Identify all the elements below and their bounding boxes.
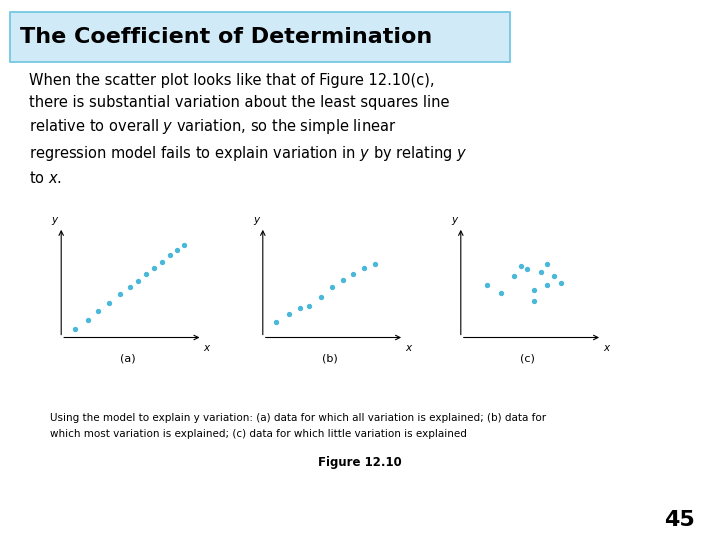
Point bbox=[178, 240, 189, 249]
Point bbox=[114, 290, 125, 299]
Point bbox=[369, 259, 380, 268]
Text: x: x bbox=[603, 343, 609, 353]
Text: 45: 45 bbox=[664, 510, 695, 530]
Text: Using the model to explain y variation: (a) data for which all variation is expl: Using the model to explain y variation: … bbox=[50, 413, 546, 423]
Point bbox=[541, 281, 553, 289]
Point bbox=[82, 315, 94, 324]
Point bbox=[104, 299, 115, 307]
Point bbox=[93, 307, 104, 315]
Text: x: x bbox=[405, 343, 411, 353]
FancyBboxPatch shape bbox=[10, 12, 510, 62]
Point bbox=[508, 272, 520, 281]
Point bbox=[69, 325, 81, 333]
Text: (b): (b) bbox=[322, 354, 337, 364]
Text: (c): (c) bbox=[520, 354, 535, 364]
Point bbox=[521, 265, 533, 273]
Point bbox=[549, 272, 560, 281]
Point bbox=[132, 276, 144, 285]
Text: y: y bbox=[253, 215, 259, 225]
Point bbox=[271, 318, 282, 326]
Point bbox=[482, 281, 493, 289]
Point bbox=[528, 296, 540, 305]
Point bbox=[515, 261, 526, 270]
Point bbox=[125, 282, 136, 291]
Point bbox=[495, 289, 507, 298]
Text: y: y bbox=[51, 215, 58, 225]
Text: Figure 12.10: Figure 12.10 bbox=[318, 456, 402, 469]
Point bbox=[541, 259, 553, 268]
Point bbox=[294, 303, 306, 312]
Point bbox=[140, 270, 152, 279]
Point bbox=[284, 310, 295, 319]
Point bbox=[337, 275, 348, 284]
Point bbox=[528, 286, 540, 294]
Point bbox=[165, 251, 176, 260]
Text: The Coefficient of Determination: The Coefficient of Determination bbox=[20, 27, 433, 48]
Point bbox=[315, 293, 327, 302]
Point bbox=[148, 264, 160, 272]
Point bbox=[326, 282, 338, 291]
Text: which most variation is explained; (c) data for which little variation is explai: which most variation is explained; (c) d… bbox=[50, 429, 467, 440]
Point bbox=[157, 258, 168, 266]
Text: x: x bbox=[204, 343, 210, 353]
Text: y: y bbox=[451, 215, 457, 225]
Text: When the scatter plot looks like that of Figure 12.10(c),
there is substantial v: When the scatter plot looks like that of… bbox=[29, 73, 467, 186]
Point bbox=[359, 264, 370, 272]
Point bbox=[171, 246, 183, 254]
Point bbox=[304, 301, 315, 310]
Point bbox=[555, 279, 567, 287]
Point bbox=[535, 268, 546, 276]
Text: (a): (a) bbox=[120, 354, 135, 364]
Point bbox=[348, 270, 359, 279]
